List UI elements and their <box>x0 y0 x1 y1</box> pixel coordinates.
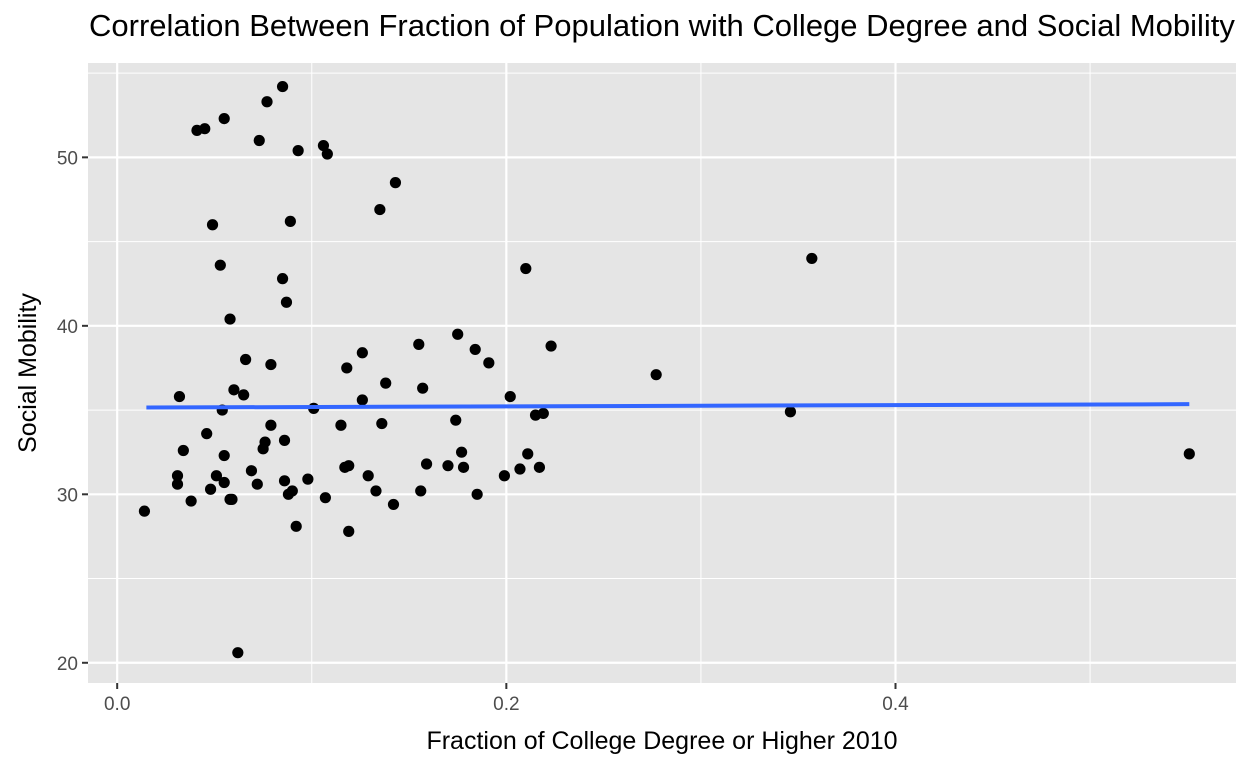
data-point <box>276 80 289 93</box>
data-point <box>171 478 184 490</box>
data-point <box>218 112 230 125</box>
data-point <box>1183 448 1195 460</box>
data-point <box>171 470 184 482</box>
data-point <box>362 470 374 482</box>
data-point <box>232 647 244 659</box>
plot-panel <box>88 63 1236 683</box>
data-point <box>173 390 186 403</box>
data-point <box>292 145 304 157</box>
data-point <box>420 458 433 470</box>
axes: 0.0 0.2 0.4 20 30 40 50 <box>57 148 909 715</box>
data-point <box>284 215 296 227</box>
data-point <box>204 483 217 495</box>
data-point <box>240 353 252 366</box>
data-point <box>376 417 388 430</box>
data-point <box>417 382 429 394</box>
data-point <box>522 448 534 460</box>
data-point <box>504 390 516 403</box>
x-tick-label: 0.4 <box>882 694 909 715</box>
data-point <box>265 358 277 371</box>
data-point <box>514 463 526 475</box>
data-point <box>343 460 355 472</box>
data-point <box>201 428 213 440</box>
data-point <box>520 262 532 275</box>
data-point <box>302 473 314 485</box>
data-point <box>199 123 211 135</box>
data-point <box>413 338 425 350</box>
data-point <box>784 406 797 418</box>
data-point <box>450 414 462 426</box>
data-point <box>356 394 368 406</box>
data-point <box>380 377 392 389</box>
data-point <box>138 505 151 517</box>
y-axis-title: Social Mobility <box>14 293 42 453</box>
data-point <box>210 470 223 482</box>
data-point <box>457 461 470 473</box>
grid-lines <box>88 63 1236 683</box>
data-point <box>415 485 427 497</box>
data-point <box>483 357 495 369</box>
data-point <box>185 495 197 507</box>
data-point <box>278 475 291 487</box>
data-point <box>278 434 291 446</box>
data-point <box>650 369 662 381</box>
data-point <box>471 488 483 500</box>
data-point <box>261 96 273 108</box>
trend-line-group <box>146 402 1190 410</box>
data-point <box>290 520 302 532</box>
data-point <box>389 177 402 189</box>
data-point <box>317 139 330 152</box>
data-point <box>319 492 331 504</box>
data-point <box>177 444 189 457</box>
data-point <box>251 478 263 490</box>
data-point <box>537 407 549 420</box>
x-tick-label: 0.0 <box>104 694 130 715</box>
data-point <box>455 446 468 458</box>
data-point <box>206 219 219 231</box>
data-point <box>452 328 464 340</box>
data-point <box>276 273 289 285</box>
data-point <box>253 134 265 147</box>
data-point <box>533 461 546 473</box>
x-tick-label: 0.2 <box>493 694 519 715</box>
data-point <box>498 470 510 482</box>
data-point <box>218 476 230 489</box>
y-tick-label: 40 <box>57 317 78 338</box>
data-point <box>469 343 481 356</box>
data-point <box>387 498 400 511</box>
data-point <box>226 493 238 505</box>
y-tick-label: 30 <box>57 485 78 506</box>
data-point <box>224 313 236 325</box>
y-tick-label: 20 <box>57 654 78 675</box>
data-point <box>259 436 271 448</box>
data-point <box>228 384 240 396</box>
data-point <box>545 340 557 352</box>
data-point <box>335 419 347 431</box>
x-axis-title: Fraction of College Degree or Higher 201… <box>426 727 897 755</box>
data-point <box>245 465 258 477</box>
chart-title: Correlation Between Fraction of Populati… <box>89 8 1235 43</box>
data-point <box>442 460 454 472</box>
data-point <box>370 485 382 497</box>
data-point <box>286 485 298 497</box>
data-point <box>341 362 353 374</box>
data-point <box>238 389 250 401</box>
data-point <box>218 449 230 462</box>
data-point <box>280 296 293 308</box>
y-tick-label: 50 <box>57 148 78 169</box>
data-point <box>265 419 277 431</box>
data-point <box>806 252 818 265</box>
data-point <box>374 203 386 216</box>
data-point <box>343 525 355 537</box>
data-point <box>214 259 226 271</box>
data-points <box>138 80 1195 659</box>
data-point <box>356 347 368 359</box>
data-point <box>321 148 333 160</box>
trend-line <box>146 402 1190 410</box>
